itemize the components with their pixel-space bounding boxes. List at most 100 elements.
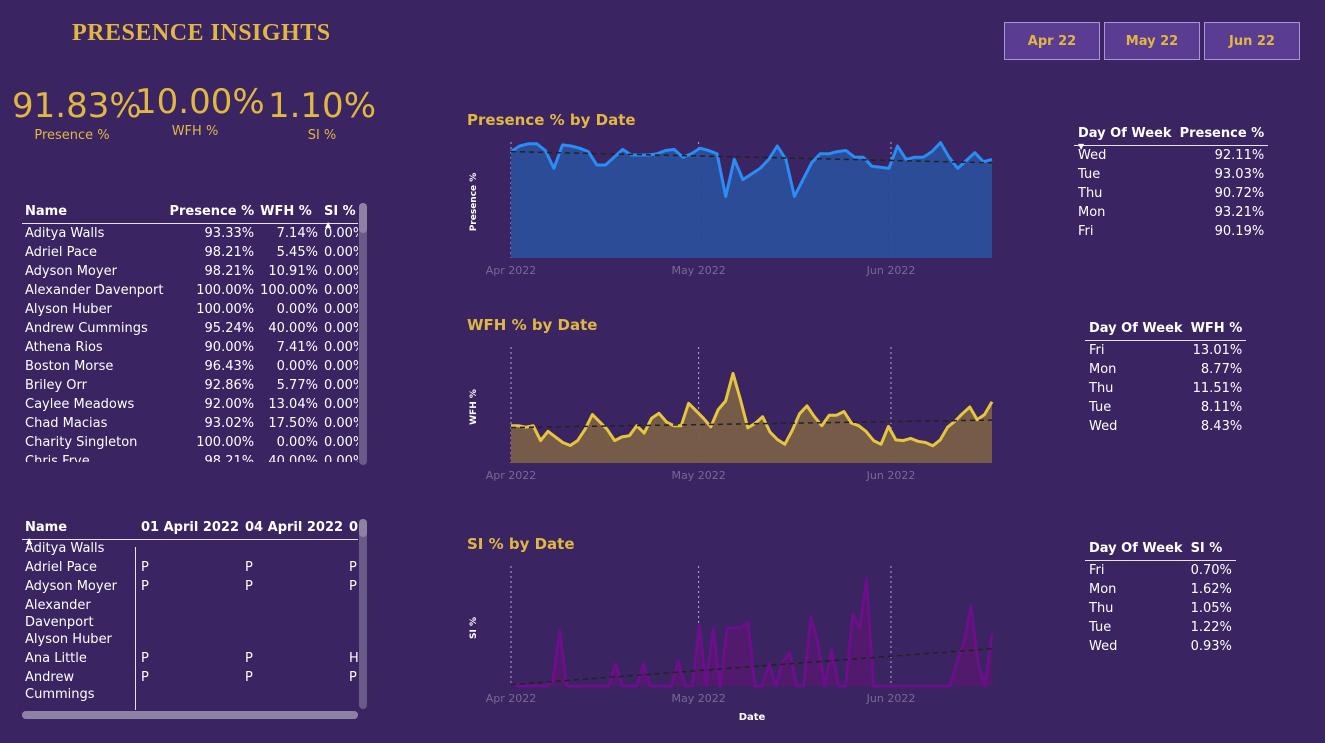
- table-row[interactable]: Thu 1.05%: [1085, 599, 1236, 618]
- data-point[interactable]: [913, 684, 917, 688]
- data-point[interactable]: [810, 161, 814, 165]
- table-row[interactable]: Wed 92.11%: [1074, 146, 1268, 166]
- data-point[interactable]: [561, 143, 565, 147]
- data-point[interactable]: [648, 684, 652, 688]
- data-point[interactable]: [546, 429, 550, 433]
- data-point[interactable]: [827, 152, 831, 156]
- data-point[interactable]: [805, 404, 809, 408]
- data-point[interactable]: [535, 142, 539, 146]
- data-point[interactable]: [894, 438, 898, 442]
- data-point[interactable]: [586, 684, 590, 688]
- col-wfh[interactable]: WFH %: [257, 204, 321, 224]
- table-row[interactable]: Chad Macias 93.02% 17.50% 0.00%: [22, 414, 358, 433]
- data-point[interactable]: [739, 626, 743, 630]
- data-point[interactable]: [724, 399, 728, 403]
- data-point[interactable]: [553, 435, 557, 439]
- data-point[interactable]: [896, 144, 900, 148]
- data-point[interactable]: [579, 684, 583, 688]
- data-point[interactable]: [820, 424, 824, 428]
- data-point[interactable]: [526, 142, 530, 146]
- data-point[interactable]: [973, 151, 977, 155]
- data-point[interactable]: [711, 626, 715, 630]
- data-point[interactable]: [620, 435, 624, 439]
- data-point[interactable]: [709, 425, 713, 429]
- table-row[interactable]: Alyson Huber: [22, 631, 358, 650]
- data-point[interactable]: [930, 150, 934, 154]
- table-row[interactable]: Mon 93.21%: [1074, 203, 1268, 222]
- scrollbar-thumb[interactable]: [22, 711, 358, 719]
- attendance-hscrollbar[interactable]: [22, 711, 358, 719]
- data-point[interactable]: [650, 416, 654, 420]
- table-row[interactable]: Andrew Cummings P P P: [22, 669, 358, 703]
- data-point[interactable]: [604, 163, 608, 167]
- data-point[interactable]: [598, 420, 602, 424]
- matrix-col-name[interactable]: Name ▲: [22, 520, 138, 545]
- data-point[interactable]: [916, 439, 920, 443]
- data-point[interactable]: [865, 576, 869, 580]
- data-point[interactable]: [558, 629, 562, 633]
- data-point[interactable]: [676, 659, 680, 663]
- data-point[interactable]: [879, 684, 883, 688]
- data-point[interactable]: [844, 684, 848, 688]
- data-point[interactable]: [707, 149, 711, 153]
- data-point[interactable]: [583, 427, 587, 431]
- presence-area-chart[interactable]: Apr 2022 May 2022 Jun 2022 Presence %: [460, 138, 1010, 283]
- data-point[interactable]: [872, 439, 876, 443]
- table-row[interactable]: Chris Frye 98.21% 40.00% 0.00%: [22, 452, 358, 462]
- data-point[interactable]: [960, 412, 964, 416]
- data-point[interactable]: [621, 147, 625, 151]
- table-row[interactable]: Alexander Davenport: [22, 597, 358, 631]
- data-point[interactable]: [886, 424, 890, 428]
- col-day-of-week[interactable]: Day Of Week ▼: [1074, 126, 1176, 151]
- data-point[interactable]: [816, 640, 820, 644]
- data-point[interactable]: [946, 425, 950, 429]
- month-button-apr[interactable]: Apr 22: [1004, 22, 1100, 60]
- data-point[interactable]: [892, 684, 896, 688]
- si-area-chart[interactable]: Apr 2022 May 2022 Jun 2022 SI % Date: [460, 562, 1010, 727]
- col-si[interactable]: SI % ▲: [320, 204, 358, 229]
- data-point[interactable]: [976, 662, 980, 666]
- col-metric[interactable]: SI %: [1186, 541, 1236, 561]
- data-point[interactable]: [561, 441, 565, 445]
- data-point[interactable]: [704, 684, 708, 688]
- data-point[interactable]: [887, 166, 891, 170]
- data-point[interactable]: [788, 651, 792, 655]
- data-point[interactable]: [655, 684, 659, 688]
- data-point[interactable]: [801, 178, 805, 182]
- data-point[interactable]: [724, 194, 728, 198]
- data-point[interactable]: [683, 684, 687, 688]
- data-point[interactable]: [909, 436, 913, 440]
- data-point[interactable]: [939, 141, 943, 145]
- data-point[interactable]: [732, 157, 736, 161]
- data-point[interactable]: [901, 439, 905, 443]
- data-point[interactable]: [920, 684, 924, 688]
- data-point[interactable]: [687, 401, 691, 405]
- data-point[interactable]: [968, 405, 972, 409]
- col-name[interactable]: Name: [22, 204, 167, 224]
- series-line[interactable]: [511, 371, 994, 448]
- data-point[interactable]: [870, 164, 874, 168]
- data-point[interactable]: [827, 413, 831, 417]
- data-point[interactable]: [851, 612, 855, 616]
- data-point[interactable]: [613, 439, 617, 443]
- data-point[interactable]: [569, 144, 573, 148]
- data-point[interactable]: [837, 684, 841, 688]
- data-point[interactable]: [516, 424, 520, 428]
- data-point[interactable]: [775, 144, 779, 148]
- table-row[interactable]: Charity Singleton 100.00% 0.00% 0.00%: [22, 433, 358, 452]
- matrix-col-date[interactable]: 05: [346, 520, 358, 540]
- data-point[interactable]: [662, 684, 666, 688]
- attendance-vscrollbar[interactable]: [359, 519, 367, 709]
- data-point[interactable]: [590, 413, 594, 417]
- table-row[interactable]: Tue 8.11%: [1085, 398, 1246, 417]
- data-point[interactable]: [830, 648, 834, 652]
- data-point[interactable]: [669, 684, 673, 688]
- data-point[interactable]: [927, 684, 931, 688]
- data-point[interactable]: [858, 626, 862, 630]
- data-point[interactable]: [913, 155, 917, 159]
- data-point[interactable]: [767, 662, 771, 666]
- table-row[interactable]: Adyson Moyer 98.21% 10.91% 0.00%: [22, 262, 358, 281]
- data-point[interactable]: [741, 178, 745, 182]
- employee-table-scrollbar[interactable]: [359, 203, 367, 465]
- data-point[interactable]: [861, 155, 865, 159]
